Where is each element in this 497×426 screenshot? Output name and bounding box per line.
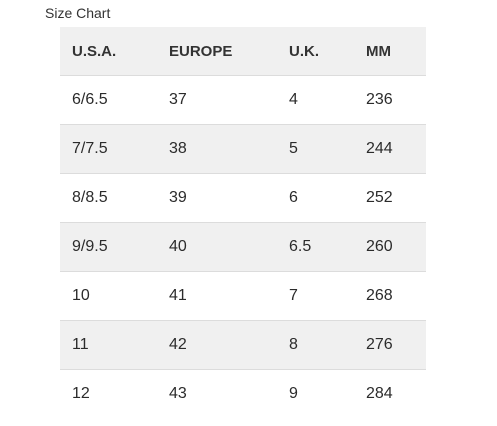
table-row: 12 43 9 284 [60,369,426,418]
cell-usa: 6/6.5 [60,75,157,125]
table-row: 10 41 7 268 [60,271,426,321]
cell-usa: 10 [60,271,157,321]
cell-mm: 252 [354,173,426,223]
cell-uk: 4 [277,75,354,125]
cell-uk: 8 [277,320,354,370]
size-chart-table: U.S.A. EUROPE U.K. MM 6/6.5 37 4 236 7/7… [60,27,426,418]
cell-usa: 8/8.5 [60,173,157,223]
cell-uk: 6 [277,173,354,223]
cell-mm: 284 [366,385,393,402]
cell-usa: 7/7.5 [60,124,157,174]
header-uk: U.K. [277,27,354,76]
cell-europe: 42 [157,320,277,370]
header-europe: EUROPE [157,27,277,76]
cell-mm: 276 [354,320,426,370]
cell-mm: 260 [354,222,426,272]
cell-usa: 11 [60,320,157,370]
cell-uk: 6.5 [277,222,354,272]
table-row: 9/9.5 40 6.5 260 [60,222,426,272]
cell-mm: 244 [354,124,426,174]
cell-mm: 236 [354,75,426,125]
cell-uk: 5 [277,124,354,174]
cell-uk: 7 [277,271,354,321]
header-usa: U.S.A. [60,27,157,76]
table-row: 7/7.5 38 5 244 [60,124,426,174]
cell-usa: 9/9.5 [60,222,157,272]
size-chart-title: Size Chart [45,5,111,21]
cell-mm: 268 [354,271,426,321]
cell-europe: 40 [157,222,277,272]
cell-europe: 37 [157,75,277,125]
table-header-row: U.S.A. EUROPE U.K. MM [60,27,426,76]
cell-usa: 12 [72,385,90,402]
table-row: 8/8.5 39 6 252 [60,173,426,223]
cell-europe: 38 [157,124,277,174]
cell-europe: 41 [157,271,277,321]
table-row: 11 42 8 276 [60,320,426,370]
header-mm: MM [354,27,426,76]
cell-europe: 39 [157,173,277,223]
table-row: 6/6.5 37 4 236 [60,75,426,125]
cell-europe: 43 [169,385,187,402]
cell-uk: 9 [289,385,298,402]
